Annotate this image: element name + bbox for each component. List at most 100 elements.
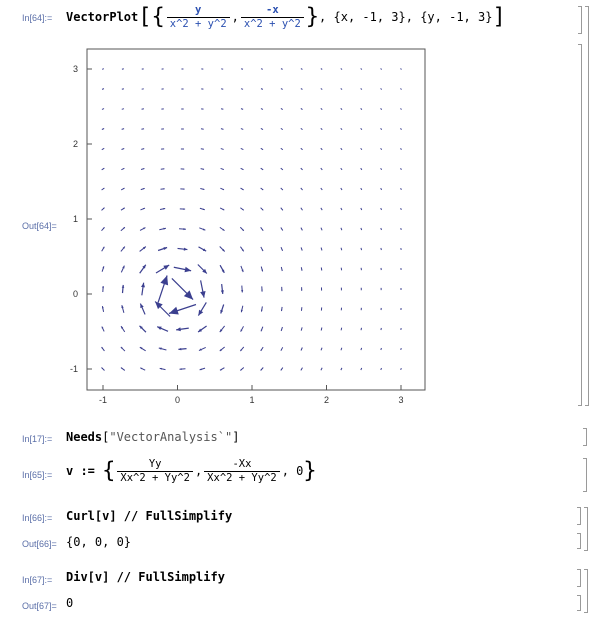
x-tick-label: 0 <box>175 395 180 405</box>
vector-arrowhead <box>202 168 205 170</box>
cell-bracket-group67[interactable] <box>584 569 588 613</box>
vector-arrowhead <box>103 207 105 210</box>
vector-arrow <box>300 88 303 90</box>
vector-arrowhead <box>122 246 125 249</box>
vector-arrowhead <box>260 309 263 312</box>
vectorplot-input[interactable]: VectorPlot[{y x^2 + y^2, -x x^2 + y^2}, {x,… <box>66 4 506 30</box>
cell-bracket-in66[interactable] <box>577 507 581 525</box>
vector-arrow <box>400 68 402 70</box>
div-output[interactable]: 0 <box>66 596 74 610</box>
vector-arrowhead <box>261 208 264 211</box>
cell-bracket-out66[interactable] <box>577 533 581 549</box>
vector-arrow <box>320 68 323 70</box>
vector-arrowhead <box>219 329 223 333</box>
vector-arrowhead <box>163 208 166 210</box>
vector-arrowhead <box>142 246 146 250</box>
vector-arrow <box>300 108 303 110</box>
cell-bracket-out64[interactable] <box>578 44 582 406</box>
vector-arrowhead <box>140 303 144 309</box>
vector-arrow <box>121 88 125 90</box>
vector-arrowhead <box>102 286 105 289</box>
vector-arrowhead <box>219 368 222 371</box>
vector-arrow <box>360 147 363 151</box>
vector-arrow <box>340 247 343 251</box>
vector-arrow <box>260 68 263 70</box>
vector-arrow <box>380 108 383 110</box>
div-input[interactable]: Div[v] // FullSimplify <box>66 570 225 584</box>
vector-arrowhead <box>242 188 244 190</box>
vector-arrow <box>400 88 402 90</box>
vector-arrowhead <box>101 347 104 349</box>
vector-arrowhead <box>101 367 104 370</box>
vector-arrow <box>240 108 244 110</box>
vector-arrow <box>121 128 125 130</box>
needs-input[interactable]: Needs["VectorAnalysis`"] <box>66 430 240 444</box>
vector-arrowhead <box>122 265 125 269</box>
vector-arrow <box>360 207 363 211</box>
vector-arrowhead <box>281 209 283 211</box>
vector-arrow <box>340 147 343 151</box>
curl-output[interactable]: {0, 0, 0} <box>66 535 132 549</box>
cell-bracket-group64[interactable] <box>585 6 589 406</box>
vector-arrowhead <box>123 188 125 190</box>
vector-arrowhead <box>222 188 225 190</box>
vector-arrowhead <box>222 208 225 211</box>
vector-arrow <box>340 347 343 351</box>
range-x: {x, -1, 3} <box>333 10 406 24</box>
cell-bracket-in17[interactable] <box>583 428 587 446</box>
y-tick-label: 1 <box>73 214 78 224</box>
vector-arrowhead <box>139 325 143 330</box>
vector-arrowhead <box>221 269 225 273</box>
vector-arrowhead <box>182 168 185 170</box>
vector-arrow <box>101 108 105 110</box>
vector-arrowhead <box>121 326 124 329</box>
vector-arrow <box>340 327 343 331</box>
vector-arrowhead <box>321 309 322 311</box>
curl-input[interactable]: Curl[v] // FullSimplify <box>66 509 233 523</box>
vector-arrow <box>360 88 363 90</box>
vector-arrow <box>380 88 383 90</box>
vector-arrowhead <box>301 249 303 251</box>
cell-bracket-in65[interactable] <box>583 458 587 492</box>
vector-arrowhead <box>301 309 303 311</box>
vector-arrow <box>360 247 363 251</box>
vector-arrowhead <box>120 367 123 370</box>
vector-arrowhead <box>122 227 125 230</box>
vector-arrowhead <box>143 208 145 210</box>
vector-arrowhead <box>242 228 244 231</box>
vector-arrowhead <box>301 289 303 291</box>
vector-arrowhead <box>163 227 166 230</box>
cell-bracket-in67[interactable] <box>577 569 581 587</box>
vector-arrowhead <box>222 168 224 170</box>
v-f2-fraction: -Xx Xx^2 + Yy^2 <box>204 458 280 485</box>
vector-arrowhead <box>202 188 205 190</box>
vector-arrowhead <box>120 346 123 350</box>
vector-arrow <box>141 128 145 130</box>
cell-bracket-in64[interactable] <box>578 6 582 34</box>
cell-bracket-group66[interactable] <box>584 507 588 551</box>
vector-arrowhead <box>301 229 303 231</box>
vector-arrow <box>240 128 244 130</box>
vector-arrow <box>300 207 303 211</box>
vector-arrowhead <box>281 229 283 231</box>
vector-arrow <box>101 68 105 70</box>
vector-arrow <box>340 88 343 90</box>
vector-arrow <box>260 128 264 130</box>
vector-arrowhead <box>219 348 223 352</box>
vector-arrowhead <box>222 248 225 252</box>
vector-arrow <box>380 207 382 211</box>
vector-arrowhead <box>202 268 207 274</box>
vector-arrowhead <box>242 168 244 170</box>
vector-arrowhead <box>261 229 264 231</box>
out66-label: Out[66]= <box>22 539 57 549</box>
needs-argument: "VectorAnalysis`" <box>109 430 233 444</box>
vector-arrow <box>340 227 343 231</box>
vector-arrowhead <box>200 291 206 298</box>
v-definition-input[interactable]: v := {Yy Xx^2 + Yy^2, -Xx Xx^2 + Yy^2, 0} <box>66 458 317 485</box>
vector-arrow <box>360 68 363 70</box>
vector-arrowhead <box>198 348 202 351</box>
vector-arrow <box>320 227 323 231</box>
cell-bracket-out67[interactable] <box>577 595 581 611</box>
axis-ticks: -1 0 1 2 3 -1 0 1 2 3 <box>70 64 404 405</box>
vector-arrowhead <box>143 148 145 150</box>
